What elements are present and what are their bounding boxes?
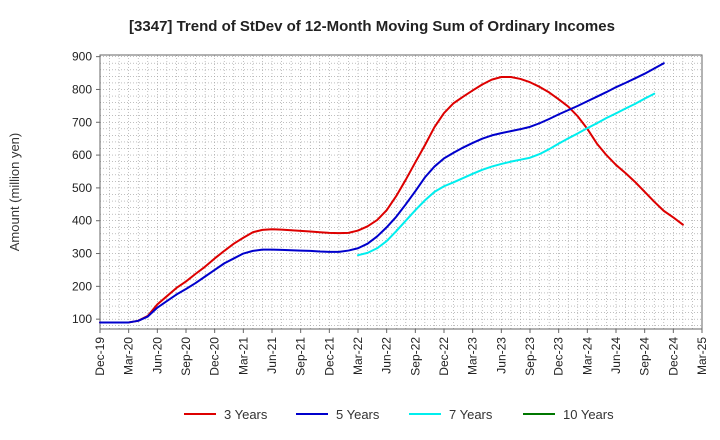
y-tick-label: 100 bbox=[72, 312, 92, 326]
series-line-3-years bbox=[99, 75, 684, 324]
legend-label: 3 Years bbox=[224, 407, 268, 422]
y-tick-label: 400 bbox=[72, 214, 92, 228]
x-tick-label: Sep-22 bbox=[408, 337, 422, 376]
y-tick-label: 200 bbox=[72, 279, 92, 293]
x-tick-label: Jun-22 bbox=[380, 337, 394, 374]
series-lines bbox=[99, 62, 684, 324]
series-line-5-years bbox=[99, 62, 665, 324]
y-tick-label: 300 bbox=[72, 247, 92, 261]
legend-label: 7 Years bbox=[449, 407, 493, 422]
x-tick-label: Mar-21 bbox=[236, 337, 250, 375]
y-tick-label: 500 bbox=[72, 181, 92, 195]
x-tick-label: Mar-25 bbox=[695, 337, 709, 375]
y-tick-label: 900 bbox=[72, 50, 92, 64]
grid-lines bbox=[100, 55, 702, 329]
chart-title: [3347] Trend of StDev of 12-Month Moving… bbox=[129, 18, 615, 35]
x-tick-label: Jun-24 bbox=[609, 337, 623, 374]
x-tick-label: Dec-19 bbox=[93, 337, 107, 376]
x-tick-label: Dec-20 bbox=[208, 337, 222, 376]
y-axis-label: Amount (million yen) bbox=[7, 133, 22, 252]
x-tick-label: Dec-23 bbox=[552, 337, 566, 376]
x-tick-label: Sep-21 bbox=[294, 337, 308, 376]
series-line-7-years bbox=[357, 92, 656, 257]
legend-label: 10 Years bbox=[563, 407, 614, 422]
x-tick-label: Dec-21 bbox=[322, 337, 336, 376]
legend-label: 5 Years bbox=[336, 407, 380, 422]
y-tick-label: 600 bbox=[72, 148, 92, 162]
y-axis-ticks: 100 200 300 400 500 600 700 800 900 bbox=[72, 50, 100, 326]
y-tick-label: 700 bbox=[72, 115, 92, 129]
plot-area bbox=[100, 55, 702, 329]
x-tick-label: Jun-20 bbox=[150, 337, 164, 374]
x-axis-ticks: Dec-19 Mar-20 Jun-20 Sep-20 Dec-20 Mar-21 Jun-… bbox=[93, 329, 709, 376]
x-tick-label: Sep-23 bbox=[523, 337, 537, 376]
x-tick-label: Dec-22 bbox=[437, 337, 451, 376]
x-tick-label: Jun-23 bbox=[494, 337, 508, 374]
x-tick-label: Dec-24 bbox=[666, 337, 680, 376]
plot-frame bbox=[99, 54, 703, 330]
y-tick-label: 800 bbox=[72, 82, 92, 96]
x-tick-label: Jun-21 bbox=[265, 337, 279, 374]
legend: 3 Years 5 Years 7 Years 10 Years bbox=[184, 407, 614, 422]
x-tick-label: Mar-24 bbox=[580, 337, 594, 375]
x-tick-label: Mar-22 bbox=[351, 337, 365, 375]
x-tick-label: Mar-20 bbox=[122, 337, 136, 375]
x-tick-label: Sep-24 bbox=[638, 337, 652, 376]
x-tick-label: Mar-23 bbox=[466, 337, 480, 375]
x-tick-label: Sep-20 bbox=[179, 337, 193, 376]
